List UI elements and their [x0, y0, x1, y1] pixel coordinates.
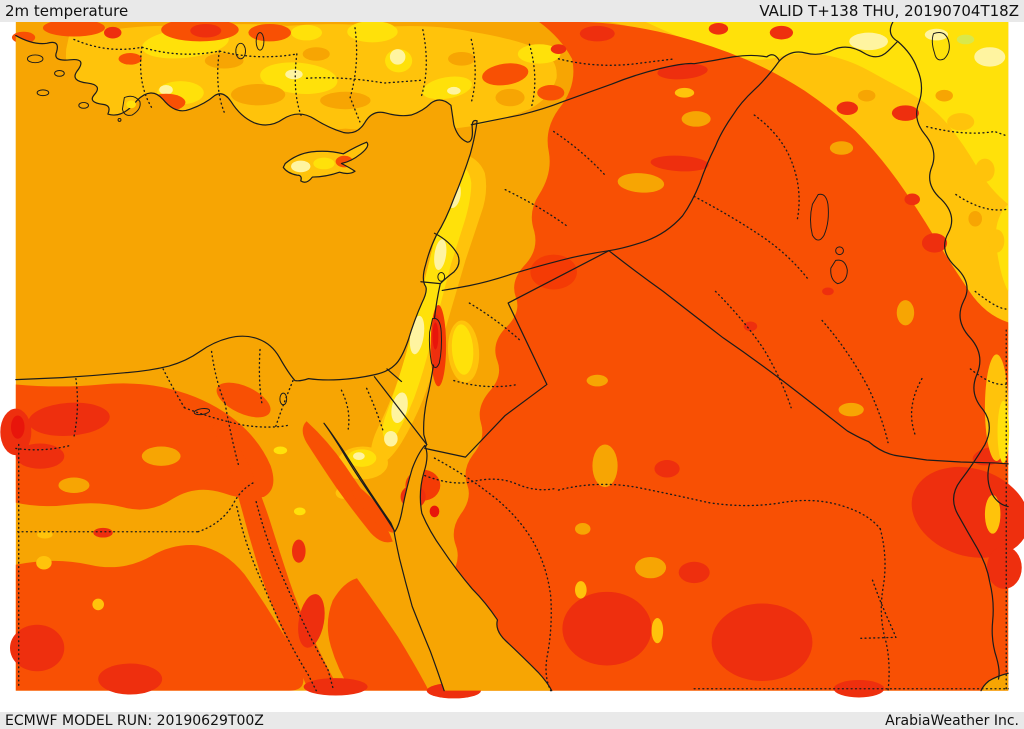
mediterranean-sea — [15, 35, 478, 381]
rhodes-island — [121, 95, 141, 116]
lake-tharthar — [809, 193, 829, 241]
aegean-island — [78, 101, 89, 109]
jordan-saudi-border — [424, 250, 610, 458]
aegean-island — [36, 89, 50, 97]
syria-jordan-border — [441, 250, 610, 292]
sea-of-galilee — [437, 272, 446, 282]
seas — [15, 34, 1009, 692]
temperature-map-svg — [0, 22, 1024, 699]
model-run-label: ECMWF MODEL RUN: 20190629T00Z — [5, 712, 264, 729]
aegean-islet — [117, 117, 122, 122]
footer-bar: ECMWF MODEL RUN: 20190629T00Z ArabiaWeat… — [0, 712, 1024, 729]
persian-gulf-coastline — [980, 672, 1009, 692]
mediterranean-coastline — [15, 34, 478, 382]
header-bar: 2m temperature VALID T+138 THU, 20190704… — [0, 0, 1024, 22]
turkey-syria-border — [470, 54, 781, 126]
jordan-valley-border — [423, 283, 441, 446]
kuwait-border — [987, 462, 1009, 508]
persian-gulf-corner — [981, 673, 1009, 691]
iran-border — [889, 22, 1000, 680]
red-sea — [323, 423, 552, 691]
iraq-saudi-border — [608, 250, 1009, 465]
israel-egypt-border — [373, 376, 428, 446]
red-sea-coastline — [323, 422, 553, 692]
temperature-field — [0, 22, 1024, 699]
lake-razzaza — [830, 259, 848, 285]
branding-label: ArabiaWeather Inc. — [885, 712, 1019, 729]
lakes — [193, 32, 950, 416]
lake-habbaniyah — [835, 246, 844, 256]
lake-urmia — [931, 32, 950, 61]
syria-iraq-border — [608, 60, 781, 252]
country-borders — [373, 22, 1009, 680]
islands — [26, 54, 369, 183]
turkey-iraq-border — [778, 40, 899, 62]
dead-sea — [428, 317, 442, 368]
map-canvas — [0, 22, 1024, 712]
lake-beysehir — [235, 42, 246, 60]
lebanon-border — [420, 232, 460, 285]
lake-egirdir — [255, 32, 265, 51]
valid-time-label: VALID T+138 THU, 20190704T18Z — [759, 2, 1019, 20]
gaza-border — [386, 368, 403, 383]
map-title: 2m temperature — [5, 2, 129, 20]
aegean-island — [26, 54, 44, 64]
admin-borders — [15, 27, 1009, 692]
aegean-island — [54, 69, 65, 77]
